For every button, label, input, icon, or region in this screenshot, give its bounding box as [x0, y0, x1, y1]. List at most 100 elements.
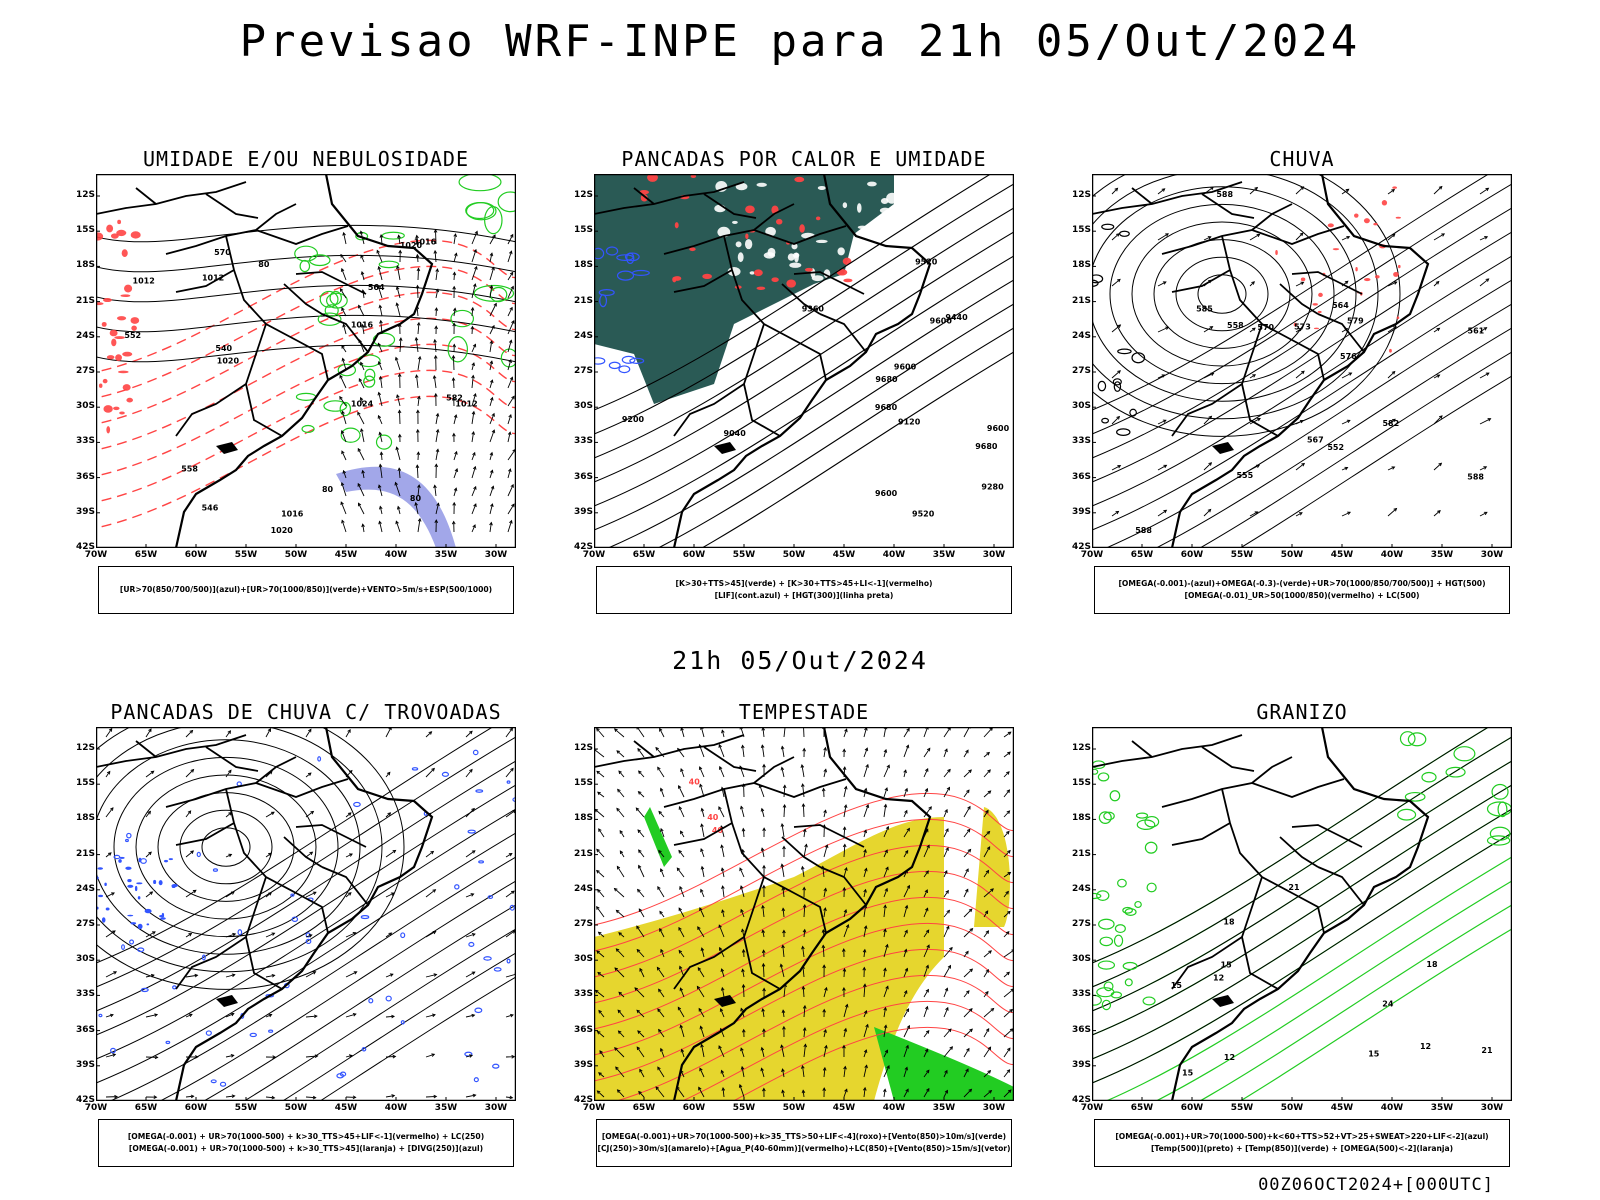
- lon-tick-label: 60W: [1180, 550, 1204, 560]
- map-pancadas-calor: 9680 9600 9600 9680 9600 9520 9440 9360 9280 9520…: [594, 174, 1014, 548]
- contour-label: 80: [410, 494, 422, 503]
- lat-tick-label: 30S: [1072, 954, 1092, 965]
- lat-tick-label: 42S: [1072, 1095, 1092, 1105]
- lon-tick-label: 30W: [1480, 1103, 1504, 1113]
- lon-tick-label: 70W: [1080, 1103, 1104, 1113]
- lat-tick-label: 24S: [574, 883, 594, 894]
- lon-tick-label: 70W: [582, 550, 606, 560]
- lat-tick-label: 24S: [76, 883, 96, 894]
- lat-tick-label: 18S: [76, 813, 96, 824]
- panel-title: UMIDADE E/OU NEBULOSIDADE: [142, 147, 470, 171]
- contour-label: 80: [258, 260, 270, 269]
- lon-tick-label: 60W: [682, 550, 706, 560]
- contour-label: 540: [215, 344, 232, 353]
- lat-tick-label: 39S: [1072, 1059, 1092, 1070]
- panel-pancadas-calor: PANCADAS POR CALOR E UMIDADE 9680 9600 960…: [574, 147, 1014, 627]
- contour-label: 9280: [981, 482, 1004, 491]
- contour-label: 588: [1216, 190, 1233, 199]
- contour-label: 1020: [400, 241, 423, 250]
- lat-tick-label: 39S: [574, 1059, 594, 1070]
- lon-tick-label: 45W: [1330, 1103, 1354, 1113]
- panel-umidade: UMIDADE E/OU NEBULOSIDADE 1012 1012 1016 10…: [76, 147, 516, 627]
- lat-tick-label: 21S: [574, 848, 594, 859]
- map-chuva: 588 588 588 585 582 579 576 573 570 567 564 561 558 5…: [1092, 174, 1512, 548]
- contour-label: 12: [1224, 1053, 1235, 1062]
- weather-map-svg: [96, 727, 516, 1101]
- map-granizo: 15 12 12 15 18 21 24 15 18 21 12 15: [1092, 727, 1512, 1101]
- contour-label: 552: [124, 331, 141, 340]
- lat-tick-label: 42S: [76, 542, 96, 552]
- lat-tick-label: 36S: [1072, 471, 1092, 482]
- contour-label: 1024: [351, 399, 374, 408]
- lon-tick-label: 30W: [982, 550, 1006, 560]
- lon-tick-label: 45W: [832, 1103, 856, 1113]
- contour-label: 15: [1368, 1049, 1380, 1058]
- contour-label: 558: [1227, 321, 1244, 330]
- run-timestamp: 00Z06OCT2024+[000UTC]: [1258, 1175, 1494, 1195]
- panel-title: PANCADAS POR CALOR E UMIDADE: [621, 147, 987, 171]
- lat-tick-label: 36S: [574, 1024, 594, 1035]
- lat-tick-label: 15S: [1072, 225, 1092, 236]
- lon-tick-label: 35W: [932, 550, 956, 560]
- lon-tick-label: 40W: [384, 1103, 408, 1113]
- lon-tick-label: 30W: [484, 550, 508, 560]
- lon-tick-label: 55W: [732, 1103, 756, 1113]
- legend-line: [OMEGA(-0.001) + UR>70(1000-500) + k>30_…: [128, 1144, 484, 1153]
- contour-label: 15: [1171, 981, 1183, 990]
- lat-tick-label: 27S: [76, 366, 96, 376]
- lat-tick-label: 18S: [574, 260, 594, 271]
- lon-tick-label: 45W: [334, 550, 358, 560]
- lat-tick-label: 36S: [76, 1024, 96, 1035]
- panel-legend: [OMEGA(-0.001)+UR>70(1000-500)+k<60+TTS>…: [1094, 1119, 1510, 1167]
- lat-tick-label: 15S: [574, 778, 594, 789]
- lon-tick-label: 50W: [284, 1103, 308, 1113]
- contour-label: 40: [707, 813, 719, 822]
- contour-label: 15: [1221, 961, 1233, 970]
- panel-tempestade: TEMPESTADE 40 40 40 [OMEGA(-0.001)+UR>70(1…: [574, 700, 1014, 1180]
- lat-tick-label: 36S: [1072, 1024, 1092, 1035]
- panel-legend: [UR>70(850/700/500)](azul)+[UR>70(1000/8…: [98, 566, 514, 614]
- panel-trovoadas: PANCADAS DE CHUVA C/ TROVOADAS [OMEGA(-0…: [76, 700, 516, 1180]
- contour-label: 1012: [133, 277, 155, 286]
- legend-line: [UR>70(850/700/500)](azul)+[UR>70(1000/8…: [119, 585, 493, 594]
- lon-tick-label: 65W: [1130, 550, 1154, 560]
- legend-line: [LIF](cont.azul) + [HGT(300)](linha pret…: [714, 591, 894, 600]
- lat-tick-label: 30S: [574, 954, 594, 965]
- contour-label: 1012: [202, 273, 224, 282]
- contour-label: 570: [214, 248, 231, 257]
- contour-label: 552: [1327, 443, 1344, 452]
- contour-label: 585: [1196, 305, 1213, 314]
- weather-map-svg: 588 588 588 585 582 579 576 573 570 567 564 561 558 5…: [1092, 174, 1512, 548]
- lat-tick-label: 12S: [1072, 190, 1092, 200]
- lon-tick-label: 35W: [1430, 1103, 1454, 1113]
- lat-tick-label: 27S: [574, 919, 594, 929]
- contour-label: 24: [1382, 999, 1394, 1008]
- lat-tick-label: 24S: [1072, 883, 1092, 894]
- lat-tick-label: 30S: [1072, 401, 1092, 412]
- lon-tick-label: 65W: [632, 1103, 656, 1113]
- lon-tick-label: 35W: [434, 550, 458, 560]
- contour-label: 582: [1382, 419, 1399, 428]
- weather-map-svg: 15 12 12 15 18 21 24 15 18 21 12 15: [1092, 727, 1512, 1101]
- lon-tick-label: 55W: [234, 1103, 258, 1113]
- legend-line: [OMEGA(-0.001)+UR>70(1000-500)+k>35_TTS>…: [601, 1132, 1007, 1141]
- lat-tick-label: 18S: [574, 813, 594, 824]
- map-tempestade: 40 40 40: [594, 727, 1014, 1101]
- lat-tick-label: 24S: [76, 330, 96, 341]
- lat-tick-label: 36S: [574, 471, 594, 482]
- lat-tick-label: 33S: [1072, 989, 1092, 1000]
- lat-tick-label: 30S: [76, 954, 96, 965]
- contour-label: 9680: [875, 403, 898, 412]
- lat-tick-label: 33S: [76, 989, 96, 1000]
- contour-label: 1020: [271, 526, 294, 535]
- lat-tick-label: 24S: [574, 330, 594, 341]
- lat-tick-label: 18S: [1072, 813, 1092, 824]
- lon-tick-label: 60W: [1180, 1103, 1204, 1113]
- lon-tick-label: 60W: [184, 1103, 208, 1113]
- lat-tick-label: 15S: [76, 778, 96, 789]
- lat-tick-label: 36S: [76, 471, 96, 482]
- lon-tick-label: 50W: [782, 550, 806, 560]
- contour-label: 9040: [724, 429, 747, 438]
- contour-label: 15: [1182, 1069, 1194, 1078]
